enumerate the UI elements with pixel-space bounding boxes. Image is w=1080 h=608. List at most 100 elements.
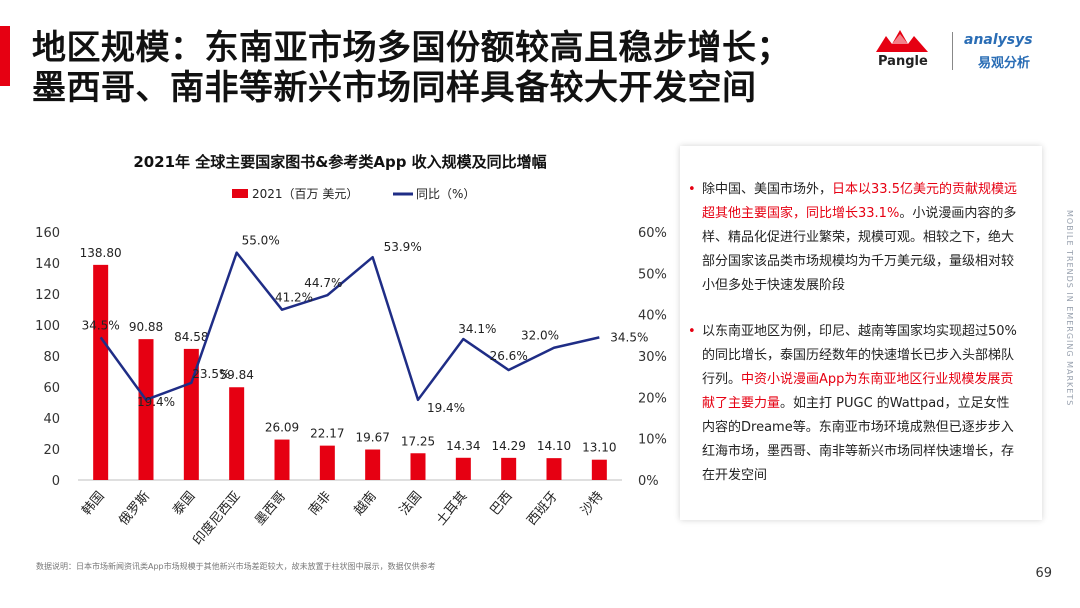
bar-value-label: 84.58 (174, 330, 208, 344)
x-tick-label: 俄罗斯 (116, 489, 153, 529)
chart-legend: 2021（百万 美元） 同比（%） (232, 187, 475, 201)
bar (365, 449, 381, 480)
bullet-2-text: 以东南亚地区为例，印尼、越南等国家均实现超过50%的同比增长，泰国历经数年的快速… (702, 324, 1017, 387)
chart-title: 2021年 全球主要国家图书&参考类App 收入规模及同比增幅 (133, 153, 546, 171)
bullet-2-highlight: 中资小说漫画App为东南亚地区行业规模发展贡献了主要力量 (702, 372, 1014, 411)
bar (229, 387, 245, 480)
insight-bullet-2: • 以东南亚地区为例，印尼、越南等国家均实现超过50%的同比增长，泰国历经数年的… (688, 320, 1020, 488)
x-tick-label: 沙特 (578, 489, 606, 519)
y-left-tick-label: 100 (35, 319, 60, 334)
data-footnote: 数据说明：日本市场新闻资讯类App市场规模于其他新兴市场差距较大，故未放置于柱状… (36, 562, 436, 571)
pangle-logo-text: Pangle (878, 54, 928, 69)
line-value-label: 41.2% (275, 291, 313, 305)
line-path (99, 251, 600, 402)
bar-value-label: 138.80 (80, 246, 122, 260)
line-value-label: 53.9% (384, 240, 422, 254)
bar-value-labels: 138.80 90.88 84.58 59.84 26.09 22.17 19.67 17.2… (80, 246, 617, 455)
y-left-tick-label: 80 (43, 350, 60, 365)
line-value-labels: 34.5% 19.4% 23.5% 55.0% 41.2%44.7% 53.9% 19.4%… (82, 234, 649, 415)
title-accent-bar (0, 26, 10, 86)
bullet-1-text: 除中国、美国市场外， (702, 182, 833, 197)
line-value-label: 34.1% (458, 322, 496, 336)
line-value-label: 34.5% (82, 318, 120, 332)
y-axis-right: 0% 10% 20% 30% 40% 50% 60% (638, 226, 667, 489)
bar (274, 439, 290, 480)
line-value-label: 23.5% (192, 367, 230, 381)
bar-value-label: 22.17 (310, 427, 344, 441)
x-tick-label: 墨西哥 (252, 489, 289, 529)
bar-value-label: 17.25 (401, 434, 435, 448)
y-right-tick-label: 50% (638, 267, 667, 282)
y-axis-left: 0 20 40 60 80 100 120 140 160 (35, 226, 60, 489)
legend-label-bar: 2021（百万 美元） (252, 187, 358, 201)
bar-value-label: 14.10 (537, 439, 571, 453)
logo-area: Pangle analysys 易观分析 (872, 28, 1062, 72)
logo-divider (952, 32, 953, 70)
y-left-tick-label: 60 (43, 381, 60, 396)
analysys-logo-text: analysys (964, 32, 1033, 48)
legend-swatch-bar (232, 189, 248, 198)
line-value-label: 19.4% (137, 395, 175, 409)
line-value-label: 34.5% (610, 330, 648, 344)
bar (546, 458, 562, 480)
analysys-logo-cn: 易观分析 (978, 56, 1031, 71)
bar-series (93, 264, 607, 480)
x-tick-label: 西班牙 (524, 489, 561, 529)
page-number: 69 (1035, 566, 1052, 581)
bar (93, 264, 109, 480)
line-value-label: 55.0% (242, 234, 280, 248)
bar-value-label: 59.84 (219, 368, 253, 382)
y-left-tick-label: 0 (52, 474, 60, 489)
y-left-tick-label: 140 (35, 257, 60, 272)
x-tick-label: 法国 (397, 489, 425, 519)
x-tick-label: 土耳其 (434, 489, 471, 529)
line-value-label: 44.7% (304, 276, 342, 290)
bullet-2-text-end: 。如主打 PUGC 的Wattpad，立足女性内容的Dreame等。东南亚市场环… (702, 396, 1015, 483)
bar-value-label: 19.67 (355, 431, 389, 445)
bar-value-label: 26.09 (265, 421, 299, 435)
x-tick-label: 泰国 (170, 489, 198, 519)
line-value-label: 19.4% (427, 401, 465, 415)
y-left-tick-label: 160 (35, 226, 60, 241)
insight-panel: • 除中国、美国市场外，日本以33.5亿美元的贡献规模远超其他主要国家，同比增长… (680, 146, 1042, 520)
bar-value-label: 14.29 (491, 439, 525, 453)
y-left-tick-label: 120 (35, 288, 60, 303)
x-tick-label: 巴西 (488, 489, 516, 519)
bar (319, 445, 335, 480)
bar-value-label: 90.88 (129, 320, 163, 334)
y-right-tick-label: 10% (638, 433, 667, 448)
legend-label-line: 同比（%） (416, 187, 475, 201)
bar (501, 457, 517, 480)
pangle-logo-icon (876, 30, 928, 52)
bar-value-label: 14.34 (446, 439, 480, 453)
y-right-tick-label: 40% (638, 309, 667, 324)
bar (410, 453, 426, 480)
y-left-tick-label: 40 (43, 412, 60, 427)
bullet-dot-icon: • (688, 182, 696, 197)
y-right-tick-label: 30% (638, 350, 667, 365)
y-right-tick-label: 20% (638, 391, 667, 406)
bullet-dot-icon: • (688, 324, 696, 339)
line-value-label: 26.6% (490, 349, 528, 363)
bar (183, 348, 199, 480)
page-title-line-1: 地区规模：东南亚市场多国份额较高且稳步增长； (32, 28, 791, 68)
bar (138, 339, 154, 480)
x-tick-label: 印度尼西亚 (190, 488, 244, 548)
x-tick-label: 韩国 (80, 489, 108, 519)
bullet-1-text-end: 。小说漫画内容的多样、精品化促进行业繁荣，规模可观。相较之下，绝大部分国家该品类… (702, 206, 1017, 293)
y-left-tick-label: 20 (43, 443, 60, 458)
y-right-tick-label: 60% (638, 226, 667, 241)
insight-bullet-1: • 除中国、美国市场外，日本以33.5亿美元的贡献规模远超其他主要国家，同比增长… (688, 178, 1020, 298)
chart: 2021年 全球主要国家图书&参考类App 收入规模及同比增幅 2021（百万 … (35, 153, 667, 548)
x-tick-label: 南非 (305, 488, 334, 518)
page-title: 地区规模：东南亚市场多国份额较高且稳步增长； 墨西哥、南非等新兴市场同样具备较大… (32, 28, 791, 108)
page-title-line-2: 墨西哥、南非等新兴市场同样具备较大开发空间 (32, 68, 757, 108)
bullet-1-highlight: 日本以33.5亿美元的贡献规模远超其他主要国家，同比增长33.1% (702, 182, 1017, 221)
side-vertical-text: MOBILE TRENDS IN EMERGING MARKETS (1065, 210, 1074, 407)
line-series (99, 251, 600, 402)
x-tick-label: 越南 (351, 488, 380, 518)
bar (591, 459, 607, 480)
y-right-tick-label: 0% (638, 474, 659, 489)
bar (455, 457, 471, 480)
